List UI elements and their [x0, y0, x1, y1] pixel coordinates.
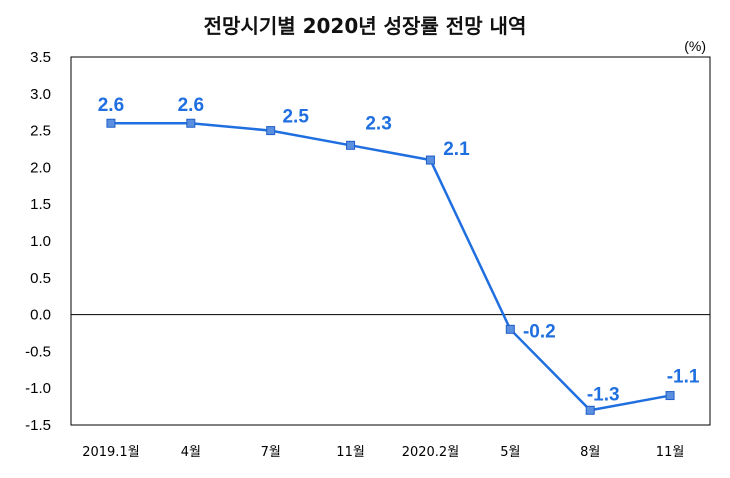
data-label: -1.3	[587, 384, 620, 405]
data-point-marker	[505, 324, 515, 334]
chart-title: 전망시기별 2020년 성장률 전망 내역	[203, 14, 527, 38]
data-point-marker	[106, 118, 116, 128]
data-label: -0.2	[523, 321, 556, 342]
data-label: 2.5	[282, 107, 309, 128]
x-tick-label: 11월	[336, 445, 365, 460]
data-point-marker	[425, 155, 435, 165]
data-label: 2.6	[98, 95, 124, 116]
x-tick-label: 5월	[500, 445, 520, 460]
y-tick-label: 3.0	[30, 86, 51, 103]
unit-label: (%)	[684, 38, 706, 54]
series-line	[110, 121, 671, 412]
y-tick-label: -1.0	[25, 380, 51, 397]
data-point-marker	[585, 405, 595, 415]
y-tick-label: 1.0	[30, 233, 51, 250]
y-tick-label: -0.5	[25, 343, 51, 360]
y-tick-label: 3.5	[30, 49, 51, 66]
y-tick-label: 2.0	[30, 159, 51, 176]
data-point-marker	[266, 126, 276, 136]
x-tick-label: 7월	[261, 445, 281, 460]
x-tick-label: 8월	[580, 445, 600, 460]
y-tick-label: 2.5	[30, 123, 51, 140]
x-tick-label: 11월	[656, 445, 685, 460]
x-tick-label: 4월	[181, 445, 201, 460]
data-label: 2.1	[443, 139, 470, 160]
y-tick-label: -1.5	[25, 417, 51, 434]
plot-area-frame	[70, 56, 711, 426]
x-tick-label: 2019.1월	[82, 445, 139, 460]
data-point-marker	[186, 118, 196, 128]
y-axis-ticks: 3.5 3.0 2.5 2.0 1.5 1.0 0.5 0.0 -0.5 -1.0 -1.5	[25, 49, 51, 434]
y-tick-label: 0.5	[30, 270, 51, 287]
data-point-marker	[346, 140, 356, 150]
x-axis-ticks: 2019.1월 4월 7월 11월 2020.2월 5월 8월 11월	[82, 445, 684, 460]
y-tick-label: 0.0	[30, 307, 51, 324]
data-label: -1.1	[667, 367, 700, 388]
series-group: 2.6 2.6 2.5 2.3 2.1 -0.2 -1.3 -1.1	[98, 95, 700, 415]
data-label: 2.3	[365, 113, 391, 134]
data-label: 2.6	[178, 95, 204, 116]
y-tick-label: 1.5	[30, 196, 51, 213]
data-point-marker	[665, 391, 675, 401]
x-tick-label: 2020.2월	[402, 445, 459, 460]
